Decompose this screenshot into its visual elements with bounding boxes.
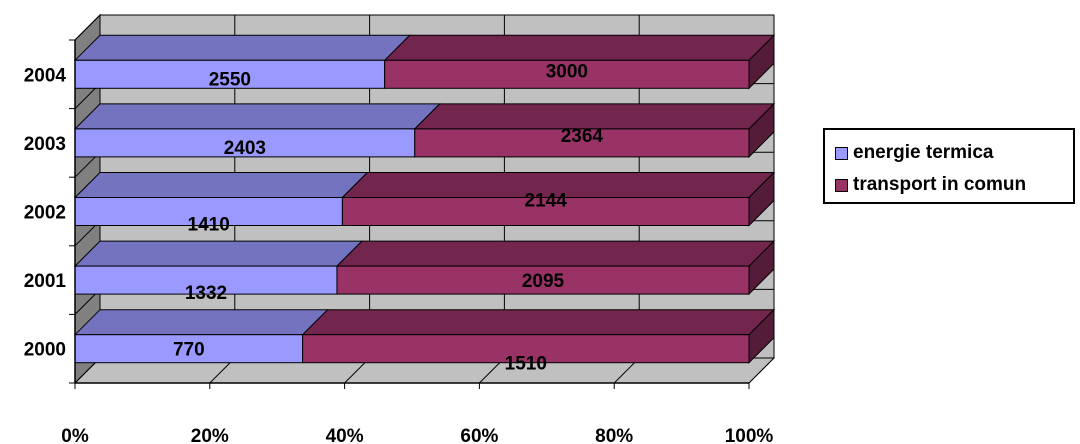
legend-item-energie-termica: energie termica bbox=[835, 142, 993, 164]
data-label-transport-in-comun-2002: 2144 bbox=[525, 191, 568, 212]
data-label-energie-termica-2001: 1332 bbox=[185, 283, 227, 304]
bar-top-transport-in-comun-2001 bbox=[335, 240, 776, 267]
y-tick-label-2003: 2003 bbox=[24, 134, 66, 155]
bar-top-energie-termica-2004 bbox=[73, 34, 411, 61]
x-tick-label: 80% bbox=[595, 426, 633, 444]
bars bbox=[73, 34, 776, 364]
data-label-transport-in-comun-2001: 2095 bbox=[522, 271, 565, 292]
bar-energie-termica-2001 bbox=[74, 265, 338, 295]
bar-transport-in-comun-2002 bbox=[341, 197, 750, 226]
bar-transport-in-comun-2001 bbox=[336, 265, 750, 295]
y-tick-label-2004: 2004 bbox=[24, 65, 67, 86]
legend-swatch-transport-in-comun bbox=[835, 178, 848, 192]
bar-energie-termica-2002 bbox=[74, 197, 343, 226]
gridline-side bbox=[74, 14, 101, 41]
legend-item-transport-in-comun: transport in comun bbox=[835, 174, 1026, 196]
bar-top-energie-termica-2001 bbox=[73, 240, 364, 267]
bar-transport-in-comun-2004 bbox=[384, 59, 750, 89]
bar-top-energie-termica-2002 bbox=[73, 172, 369, 198]
data-label-energie-termica-2004: 2550 bbox=[209, 69, 251, 90]
labels: 2550 3000 2004 2403 2364 2003 1410 2144 2002 1332… bbox=[24, 61, 774, 444]
bar-top-transport-in-comun-2004 bbox=[383, 34, 776, 61]
x-tick-label: 40% bbox=[326, 426, 364, 444]
y-tick-label-2000: 2000 bbox=[24, 340, 66, 361]
stacked-bar-chart: 2550 3000 2004 2403 2364 2003 1410 2144 2002 1332… bbox=[24, 13, 776, 444]
bar-top-energie-termica-2003 bbox=[73, 103, 441, 130]
data-label-transport-in-comun-2003: 2364 bbox=[561, 126, 604, 147]
x-tick-label: 0% bbox=[61, 426, 89, 444]
bar-side-transport-in-comun-2001 bbox=[748, 239, 775, 296]
bar-side-transport-in-comun-2004 bbox=[748, 34, 775, 90]
x-tick-label: 100% bbox=[725, 426, 774, 444]
y-tick-label-2001: 2001 bbox=[24, 271, 67, 292]
x-tick-label: 60% bbox=[460, 426, 498, 444]
legend-swatch-energie-termica bbox=[835, 146, 848, 160]
data-label-energie-termica-2003: 2403 bbox=[224, 138, 266, 159]
legend-label: transport in comun bbox=[853, 174, 1027, 195]
bar-side-transport-in-comun-2002 bbox=[748, 171, 775, 227]
legend: energie termica transport in comun bbox=[823, 128, 1075, 204]
x-tick-label: 20% bbox=[191, 426, 229, 444]
bar-top-transport-in-comun-2000 bbox=[301, 309, 776, 336]
axes bbox=[69, 39, 750, 389]
data-label-transport-in-comun-2004: 3000 bbox=[546, 61, 588, 82]
bar-transport-in-comun-2000 bbox=[302, 334, 750, 364]
y-tick-label-2002: 2002 bbox=[24, 203, 66, 224]
bar-transport-in-comun-2003 bbox=[414, 128, 750, 158]
data-label-energie-termica-2002: 1410 bbox=[188, 215, 230, 236]
legend-label: energie termica bbox=[853, 142, 994, 163]
bar-side-transport-in-comun-2000 bbox=[748, 308, 775, 364]
gridline-floor bbox=[748, 357, 775, 384]
bar-side-transport-in-comun-2003 bbox=[748, 102, 775, 159]
data-label-energie-termica-2000: 770 bbox=[173, 340, 205, 361]
data-label-transport-in-comun-2000: 1510 bbox=[505, 354, 547, 375]
bar-top-energie-termica-2000 bbox=[73, 309, 329, 336]
